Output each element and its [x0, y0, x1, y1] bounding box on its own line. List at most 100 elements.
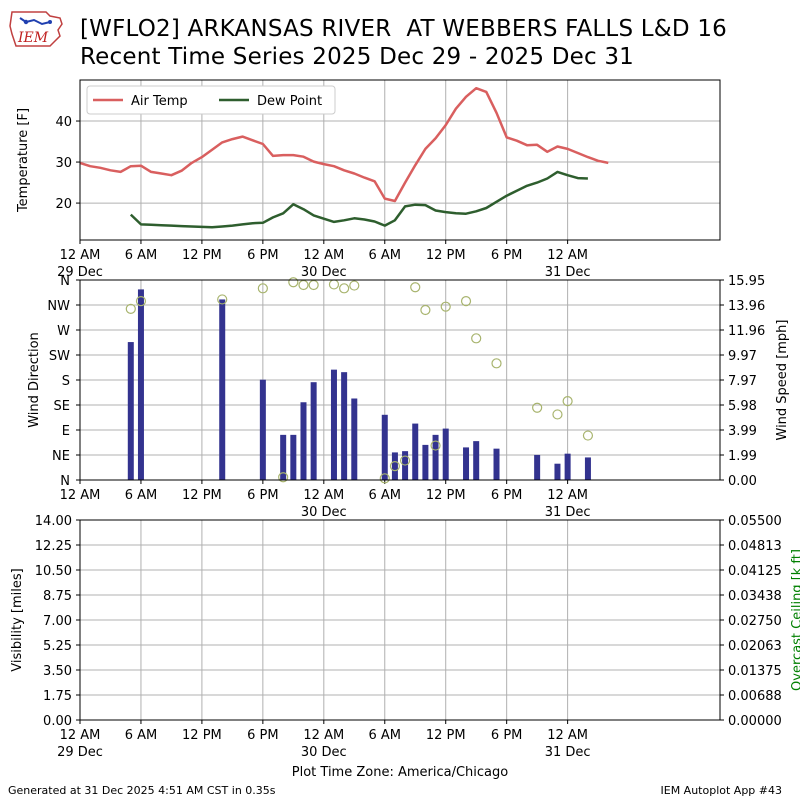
wind-direction-tick-label: NW — [47, 299, 70, 314]
x-tick-label: 6 PM — [247, 488, 278, 503]
x-tick-label: 6 AM — [369, 728, 402, 743]
x-tick-label: 6 AM — [369, 488, 402, 503]
wind-speed-bar — [330, 369, 337, 480]
x-tick-label: 12 AM — [547, 248, 588, 263]
wind-speed-bar — [280, 434, 287, 480]
wind-speed-bar — [442, 428, 449, 480]
wind-speed-bar — [534, 454, 541, 480]
x-tick-date-label: 29 Dec — [57, 745, 103, 760]
x-tick-date-label: 29 Dec — [57, 265, 103, 280]
chart-title-line1: [WFLO2] ARKANSAS RIVER AT WEBBERS FALLS … — [80, 16, 727, 42]
ceiling-tick-label: 0.03438 — [728, 589, 782, 604]
wind-direction-tick-label: N — [60, 474, 70, 489]
wind-direction-marker — [440, 301, 451, 312]
wind-direction-marker — [257, 283, 268, 294]
wind-speed-bar — [554, 463, 561, 480]
visibility-tick-label: 0.00 — [43, 714, 72, 729]
wind-speed-bar — [290, 434, 297, 480]
dew-point-line — [129, 170, 588, 229]
wind-speed-bar — [412, 423, 419, 480]
x-tick-label: 6 AM — [369, 248, 402, 263]
visibility-tick-label: 12.25 — [35, 539, 72, 554]
wind-direction-marker — [582, 430, 594, 441]
x-tick-label: 12 AM — [547, 728, 588, 743]
visibility-axis-label: Visibility [miles] — [10, 568, 25, 671]
wind-direction-marker — [217, 294, 228, 305]
wind-direction-marker — [552, 409, 563, 420]
x-tick-date-label: 31 Dec — [545, 505, 591, 520]
wind-direction-marker — [562, 396, 573, 407]
wind-panel-frame — [79, 279, 721, 481]
wind-speed-bar — [564, 453, 571, 480]
wind-speed-bar — [493, 448, 500, 480]
wind-direction-marker — [389, 461, 401, 472]
x-tick-date-label: 31 Dec — [545, 745, 591, 760]
wind-speed-bar — [341, 372, 348, 480]
wind-direction-marker — [532, 402, 543, 413]
x-tick-label: 6 PM — [491, 248, 522, 263]
wind-direction-marker — [288, 277, 299, 288]
wind-speed-bar — [391, 452, 398, 480]
wind-speed-tick-label: 1.99 — [728, 449, 757, 464]
x-tick-date-label: 30 Dec — [301, 265, 347, 280]
wind-direction-marker — [135, 296, 147, 307]
ceiling-tick-label: 0.05500 — [728, 514, 782, 529]
legend-dew-point-label: Dew Point — [257, 94, 322, 109]
x-tick-label: 12 PM — [182, 248, 222, 263]
wind-direction-marker — [430, 440, 441, 451]
x-tick-date-label: 30 Dec — [301, 505, 347, 520]
iem-logo: IEM — [9, 11, 63, 47]
wind-direction-marker — [339, 283, 350, 294]
wind-speed-bar — [473, 441, 480, 480]
x-tick-label: 6 PM — [247, 248, 278, 263]
generated-timestamp: Generated at 31 Dec 2025 4:51 AM CST in … — [8, 784, 276, 797]
x-tick-label: 12 PM — [182, 488, 222, 503]
wind-direction-tick-label: E — [62, 424, 70, 439]
x-tick-label: 12 PM — [426, 248, 466, 263]
wind-speed-bar — [351, 398, 358, 480]
wind-speed-bar — [137, 289, 144, 480]
ceiling-tick-label: 0.00688 — [728, 689, 782, 704]
ceiling-tick-label: 0.02750 — [728, 614, 782, 629]
visibility-tick-label: 5.25 — [43, 639, 72, 654]
x-tick-date-label: 31 Dec — [545, 265, 591, 280]
ceiling-tick-label: 0.00000 — [728, 714, 782, 729]
x-tick-label: 12 AM — [547, 488, 588, 503]
ceiling-axis-label: Overcast Ceiling [k ft] — [790, 549, 800, 691]
visibility-tick-label: 3.50 — [43, 664, 72, 679]
wind-direction-tick-label: N — [60, 274, 70, 289]
x-axis-label: Plot Time Zone: America/Chicago — [292, 765, 508, 780]
wind-direction-marker — [471, 333, 482, 344]
wind-speed-bar — [219, 299, 226, 480]
x-tick-label: 12 PM — [182, 728, 222, 743]
visibility-panel-frame — [79, 519, 721, 721]
wind-speed-bar — [463, 447, 470, 480]
wind-direction-tick-label: S — [62, 374, 70, 389]
air-temp-line — [79, 86, 609, 203]
wind-direction-marker — [491, 358, 502, 369]
wind-direction-marker — [125, 303, 136, 314]
wind-speed-tick-label: 9.97 — [728, 349, 757, 364]
wind-speed-bar — [584, 457, 591, 480]
wind-speed-bar — [432, 434, 439, 480]
ceiling-tick-label: 0.02063 — [728, 639, 782, 654]
ceiling-tick-label: 0.04125 — [728, 564, 782, 579]
wind-speed-bar — [259, 379, 266, 480]
x-tick-date-label: 30 Dec — [301, 745, 347, 760]
x-tick-label: 12 AM — [303, 248, 344, 263]
wind-direction-marker — [420, 304, 431, 316]
visibility-tick-label: 14.00 — [35, 514, 72, 529]
x-tick-label: 6 PM — [247, 728, 278, 743]
ceiling-tick-label: 0.04813 — [728, 539, 782, 554]
visibility-tick-label: 8.75 — [43, 589, 72, 604]
x-tick-label: 12 PM — [426, 488, 466, 503]
legend-box — [86, 85, 336, 115]
wind-speed-tick-label: 11.96 — [728, 324, 765, 339]
wind-direction-tick-label: SE — [54, 399, 70, 414]
wind-direction-marker — [328, 279, 340, 290]
wind-direction-tick-label: NE — [52, 449, 70, 464]
y-tick-label: 30 — [55, 156, 72, 171]
wind-speed-bar — [127, 342, 134, 480]
wind-speed-bar — [422, 444, 429, 480]
